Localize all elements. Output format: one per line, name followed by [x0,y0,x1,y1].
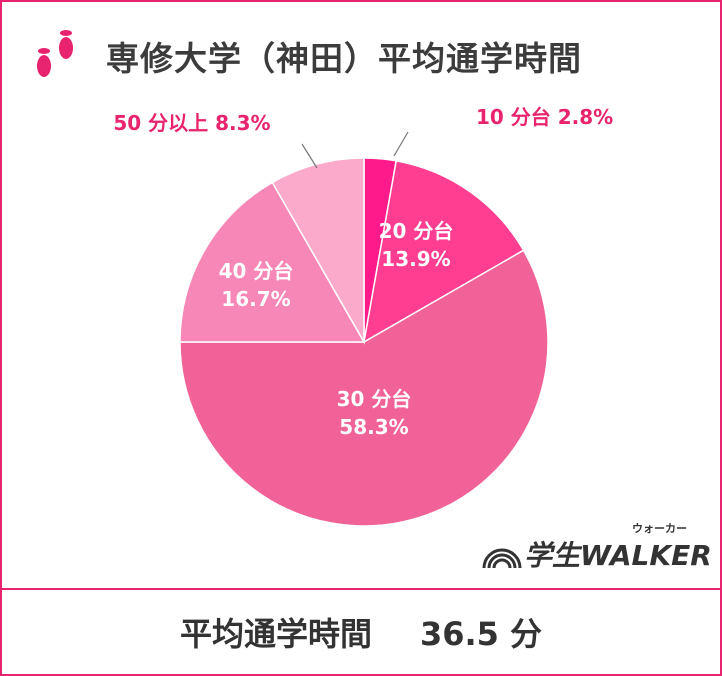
average-label: 平均通学時間 [179,615,372,653]
logo-kana: ウォーカー [632,522,687,535]
slice-label-3: 40 分台 [219,259,294,283]
gakusei-walker-logo: ウォーカー 学生WALKER [480,514,712,574]
slice-value-3: 16.7% [221,287,290,311]
slice-value-1: 13.9% [381,247,450,271]
pie-slice-4 [271,157,365,345]
slice-label-1: 20 分台 [379,219,454,243]
footer: 平均通学時間 36.5 分 [2,590,720,674]
slice-label-0: 10 分台 2.8% [476,105,613,129]
page-title: 専修大学（神田）平均通学時間 [106,39,582,78]
pie-slice-1 [362,159,525,344]
pie-slice-2 [179,249,549,527]
pie-slice-3 [179,181,366,343]
slice-label-2: 30 分台 [337,387,412,411]
pie-chart: 10 分台 2.8% 20 分台 13.9% 30 分台 58.3% 40 分台 16.7%… [113,105,613,527]
title-row: 専修大学（神田）平均通学時間 [2,2,720,100]
footer-divider [2,588,720,590]
slice-label-4: 50 分以上 8.3% [113,111,270,135]
footprints-icon [37,30,73,77]
average-value: 36.5 分 [419,615,543,653]
logo-text: 学生WALKER [524,539,712,572]
leader-line-0 [393,131,409,157]
slice-value-2: 58.3% [339,415,408,439]
leader-line-4 [301,143,318,169]
logo-arc-icon [482,548,522,569]
